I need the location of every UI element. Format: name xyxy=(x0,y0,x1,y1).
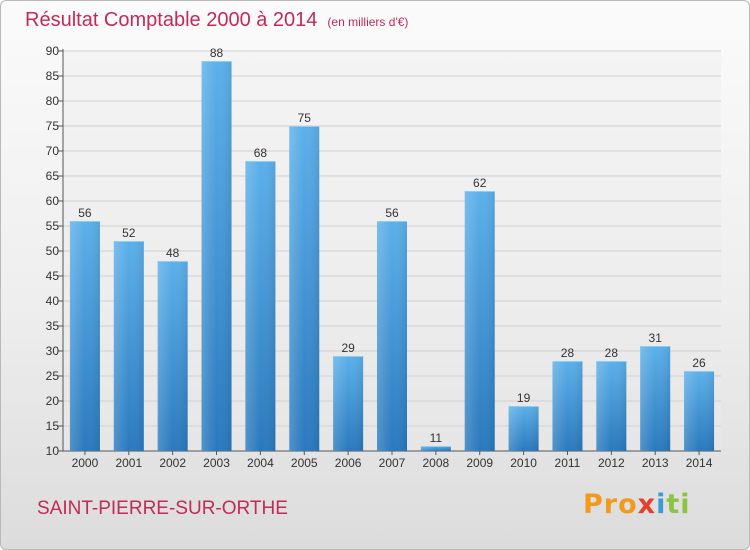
data-label-2003: 88 xyxy=(210,46,224,60)
place-name: SAINT-PIERRE-SUR-ORTHE xyxy=(37,498,288,519)
data-label-2009: 62 xyxy=(473,176,487,190)
y-tick-label: 15 xyxy=(46,419,60,433)
data-label-2012: 28 xyxy=(605,346,619,360)
y-tick-label: 30 xyxy=(46,344,60,358)
data-label-2001: 52 xyxy=(122,226,136,240)
x-tick-label: 2007 xyxy=(379,456,406,470)
y-tick-label: 10 xyxy=(46,444,60,458)
bar-shine-2003 xyxy=(201,61,232,451)
data-label-2011: 28 xyxy=(561,346,575,360)
y-tick-label: 35 xyxy=(46,319,60,333)
y-tick-label: 90 xyxy=(46,44,60,58)
chart-subtitle: (en milliers d'€) xyxy=(327,15,409,29)
data-label-2006: 29 xyxy=(341,341,355,355)
data-label-2005: 75 xyxy=(298,111,312,125)
y-tick-label: 40 xyxy=(46,294,60,308)
x-tick-label: 2005 xyxy=(291,456,318,470)
x-tick-label: 2003 xyxy=(203,456,230,470)
x-tick-label: 2013 xyxy=(642,456,669,470)
data-label-2008: 11 xyxy=(430,431,443,445)
data-label-2004: 68 xyxy=(254,146,268,160)
bar-shine-2011 xyxy=(552,361,583,451)
bar-shine-2006 xyxy=(333,356,364,451)
x-tick-label: 2000 xyxy=(72,456,99,470)
logo-part-1: Pro xyxy=(583,489,638,520)
x-tick-label: 2012 xyxy=(598,456,625,470)
x-tick-label: 2010 xyxy=(510,456,537,470)
y-tick-label: 70 xyxy=(46,144,60,158)
x-tick-label: 2004 xyxy=(247,456,274,470)
data-label-2014: 26 xyxy=(692,356,706,370)
data-label-2010: 19 xyxy=(517,391,531,405)
x-tick-label: 2014 xyxy=(686,456,713,470)
chart-title-text: Résultat Comptable 2000 à 2014 xyxy=(25,9,318,31)
logo-part-3: i xyxy=(656,489,667,520)
bar-shine-2008 xyxy=(420,446,451,451)
data-label-2000: 56 xyxy=(78,206,92,220)
data-label-2007: 56 xyxy=(385,206,399,220)
x-tick-label: 2006 xyxy=(335,456,362,470)
bar-shine-2001 xyxy=(113,241,144,451)
data-label-2013: 31 xyxy=(649,331,663,345)
proxiti-logo: Proxiti xyxy=(583,489,691,520)
bar-shine-2009 xyxy=(464,191,495,451)
bar-shine-2000 xyxy=(69,221,100,451)
bar-shine-2013 xyxy=(640,346,671,451)
y-tick-label: 80 xyxy=(46,94,60,108)
bar-shine-2002 xyxy=(157,261,188,451)
bar-shine-2007 xyxy=(377,221,407,451)
logo-part-4: ti xyxy=(666,489,691,520)
y-tick-label: 75 xyxy=(46,119,60,133)
x-tick-label: 2008 xyxy=(423,456,450,470)
logo-part-2: x xyxy=(637,489,657,520)
bar-shine-2012 xyxy=(596,361,627,451)
x-tick-label: 2009 xyxy=(466,456,493,470)
chart-title: Résultat Comptable 2000 à 2014 (en millie… xyxy=(25,9,408,32)
y-tick-label: 60 xyxy=(46,194,60,208)
bar-shine-2010 xyxy=(508,406,539,451)
y-tick-label: 25 xyxy=(46,369,60,383)
bar-shine-2004 xyxy=(245,161,276,451)
bar-shine-2005 xyxy=(289,126,320,451)
y-tick-label: 55 xyxy=(46,219,60,233)
y-tick-label: 85 xyxy=(46,69,60,83)
x-tick-label: 2011 xyxy=(555,456,581,470)
x-tick-label: 2002 xyxy=(159,456,186,470)
y-tick-label: 50 xyxy=(46,244,60,258)
y-tick-label: 20 xyxy=(46,394,60,408)
y-tick-label: 45 xyxy=(46,269,60,283)
data-label-2002: 48 xyxy=(166,246,180,260)
x-tick-label: 2001 xyxy=(115,456,142,470)
bar-shine-2014 xyxy=(684,371,715,451)
y-tick-label: 65 xyxy=(46,169,60,183)
